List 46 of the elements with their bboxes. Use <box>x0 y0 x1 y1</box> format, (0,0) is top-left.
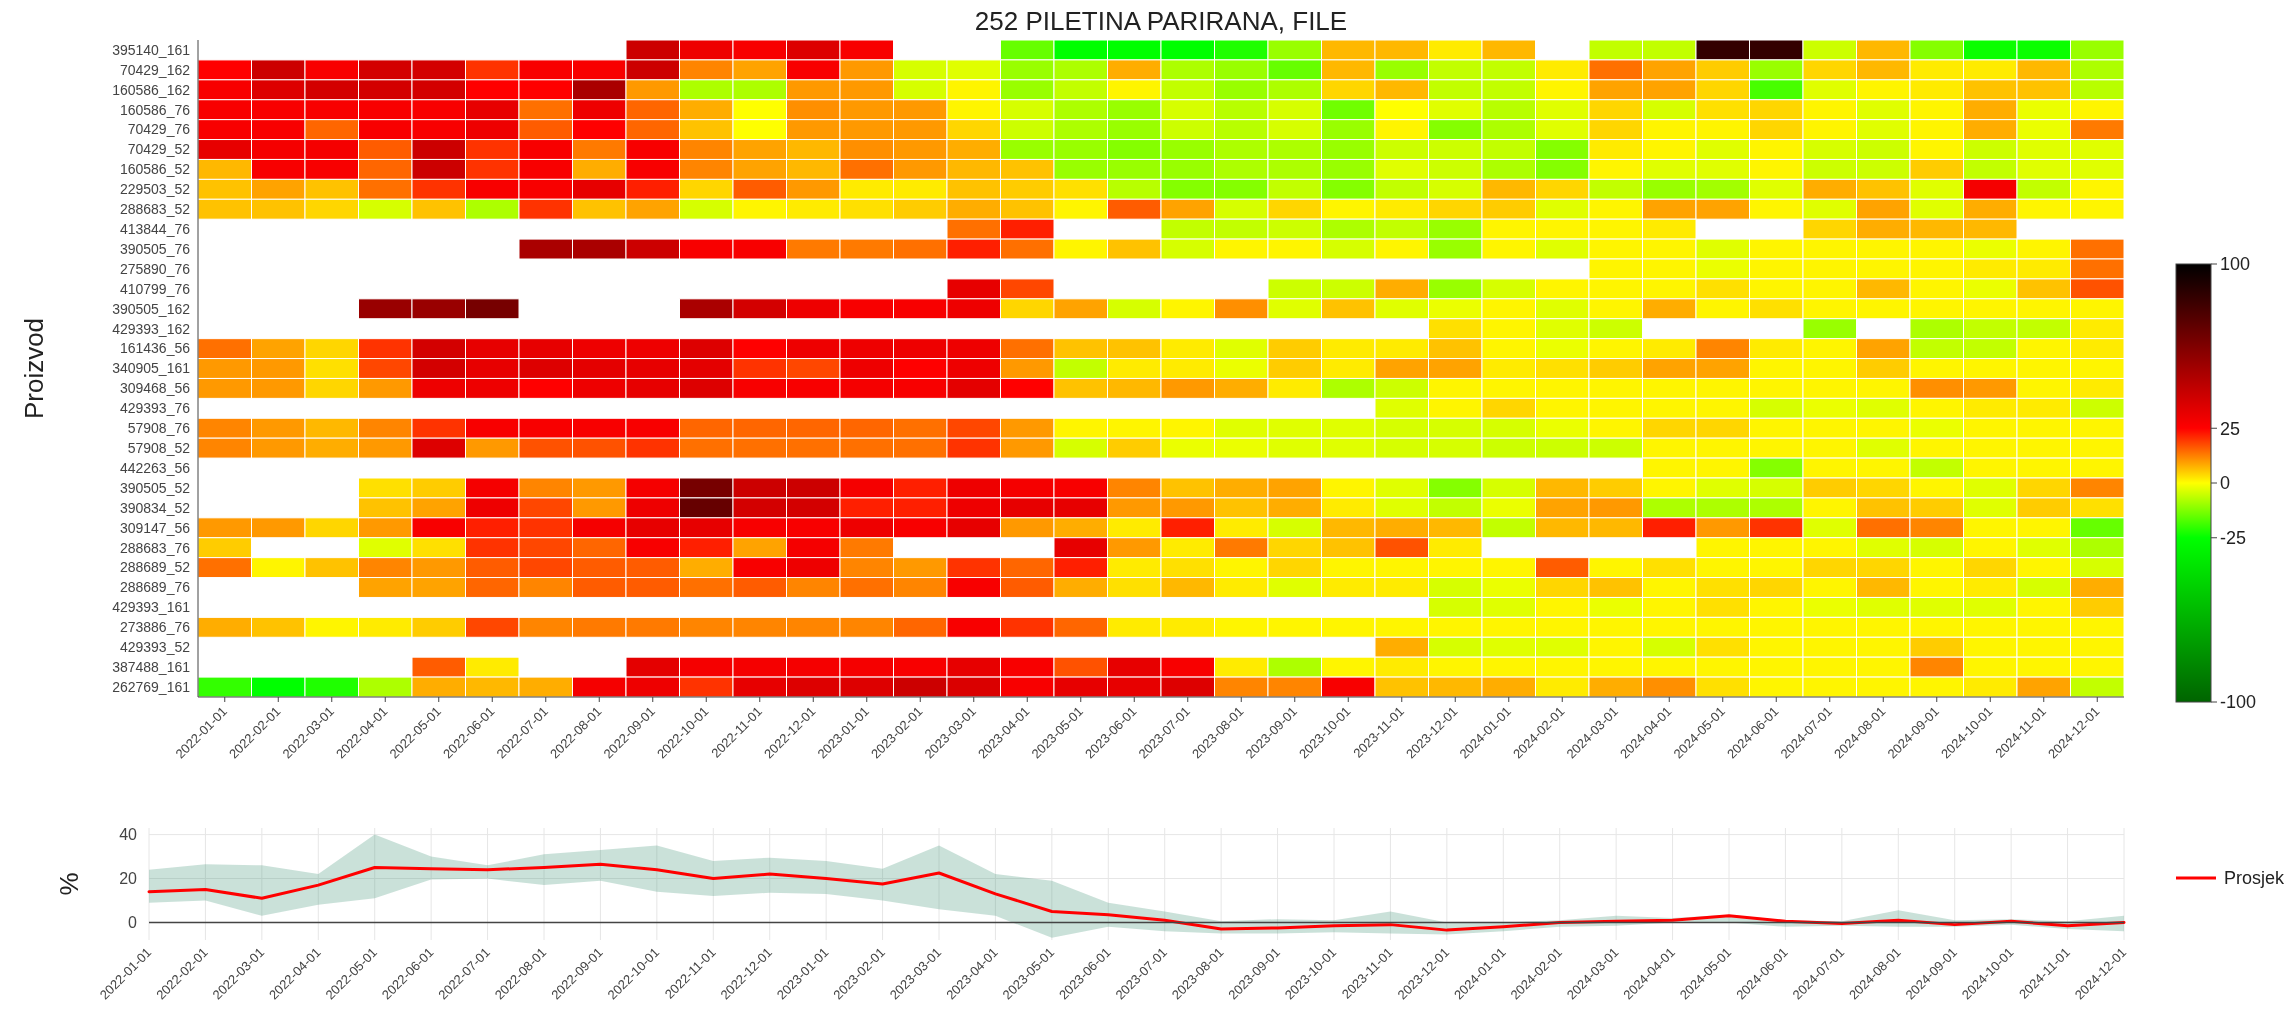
y-tick-label: 288689_76 <box>119 579 191 596</box>
legend-label: Prosjek <box>2224 868 2285 889</box>
y-tick-label: 273886_76 <box>119 619 191 636</box>
y-tick-label: 429393_52 <box>119 639 191 656</box>
chart-title: 252 PILETINA PARIRANA, FILE <box>974 6 1348 36</box>
y-tick-label: 160586_52 <box>119 161 191 178</box>
y-tick-label: 387488_161 <box>112 659 191 676</box>
y-tick-label: 429393_162 <box>112 320 191 337</box>
y-tick-label: 309468_56 <box>119 380 191 397</box>
color-bar-label: 0 <box>2220 473 2231 494</box>
y-tick-label: 40 <box>119 826 138 844</box>
y-tick-label: 429393_76 <box>119 400 191 417</box>
y-tick-label: 390505_76 <box>119 240 191 257</box>
y-tick-label: 161436_56 <box>119 340 191 357</box>
color-bar-label: -100 <box>2220 692 2257 713</box>
y-tick-label: 70429_52 <box>127 141 191 158</box>
y-tick-label: 390834_52 <box>119 499 191 516</box>
y-tick-label: 410799_76 <box>119 280 191 297</box>
y-tick-label: 429393_161 <box>112 599 191 616</box>
y-tick-label: 288683_52 <box>119 201 191 218</box>
y-tick-label: 262769_161 <box>112 678 191 695</box>
y-tick-label: 390505_52 <box>119 479 191 496</box>
color-bar-label: 25 <box>2220 418 2241 439</box>
y-tick-label: 390505_162 <box>112 300 191 317</box>
y-tick-label: 309147_56 <box>119 519 191 536</box>
y-tick-label: 442263_56 <box>119 459 191 476</box>
color-bar-label: 100 <box>2220 254 2251 275</box>
y-tick-label: 57908_76 <box>127 420 191 437</box>
y-tick-label: 229503_52 <box>119 181 191 198</box>
y-tick-label: 20 <box>119 870 138 888</box>
y-tick-label: 413844_76 <box>119 221 191 238</box>
y-tick-label: 340905_161 <box>112 360 191 377</box>
color-bar-label: -25 <box>2220 528 2247 549</box>
y-tick-label: 288689_52 <box>119 559 191 576</box>
y-tick-label: 275890_76 <box>119 260 191 277</box>
y-tick-label: 0 <box>128 914 138 932</box>
line-series <box>147 862 2126 932</box>
y-axis-title: % <box>54 872 84 896</box>
y-axis-title: Proizvod <box>19 317 49 420</box>
y-tick-label: 70429_76 <box>127 121 191 138</box>
y-tick-label: 70429_162 <box>119 61 191 78</box>
y-tick-label: 395140_161 <box>112 41 191 58</box>
y-tick-label: 57908_52 <box>127 440 191 457</box>
y-tick-label: 288683_76 <box>119 539 191 556</box>
y-tick-label: 160586_162 <box>112 81 191 98</box>
y-tick-label: 160586_76 <box>119 101 191 118</box>
